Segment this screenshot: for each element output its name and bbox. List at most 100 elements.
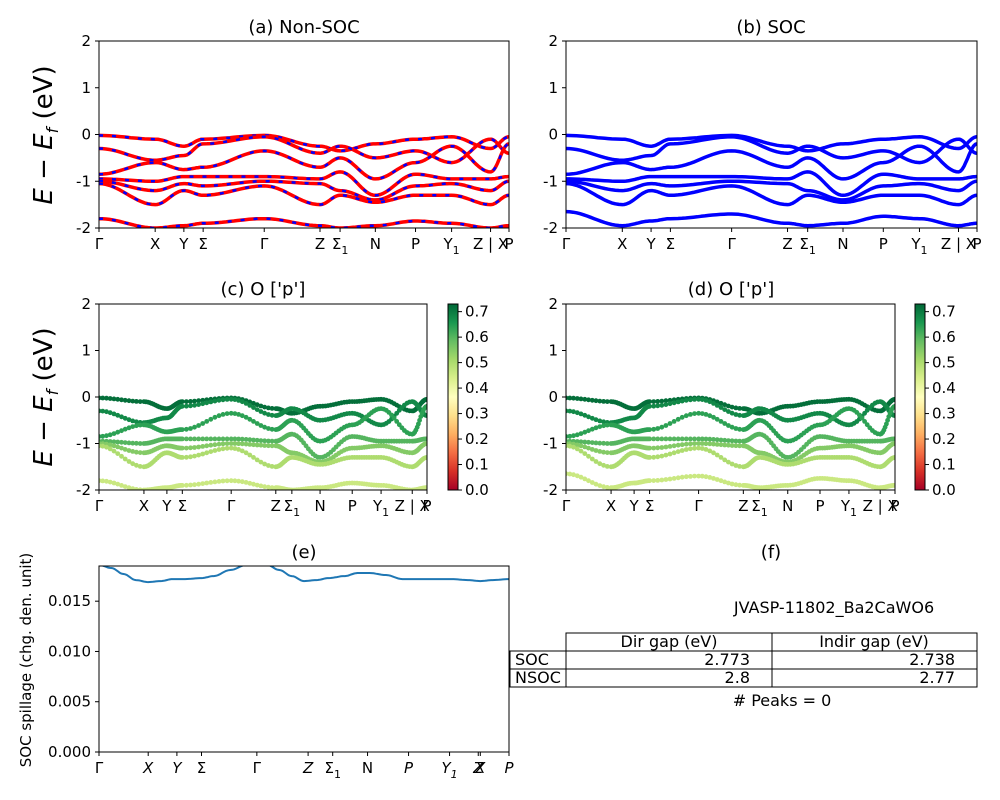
band-point [651,445,657,451]
band-point [703,441,709,447]
x-tick-label: P [504,235,513,253]
panel-d: (d) O ['p'] 210-1-2 Γ X Y Σ Γ Z Σ1 N P Y1 Z | XP 0… [543,279,956,519]
band-point [696,410,701,416]
band-point [424,396,427,402]
band-point [224,397,230,402]
band-point [714,416,720,422]
band-point [111,411,117,417]
band-point [574,439,580,444]
band-point [192,453,197,459]
x-tick-label: Z | X [941,235,976,253]
band-point [134,399,139,404]
band-point [232,441,238,446]
x-tick-label: Σ1 [332,235,348,257]
band-point [714,399,720,405]
panel-d-title: (d) O ['p'] [688,279,774,300]
band-point [655,445,661,451]
band-point [100,443,106,449]
colorbar-tick-label: 0.7 [932,303,956,321]
band-point [247,442,253,447]
band-point [107,410,113,416]
band-point [737,438,742,444]
band-point [179,455,185,460]
colorbar-tick-label: 0.5 [465,354,489,372]
band-point [737,464,742,469]
panel-c-yticks: 2 1 0 -1 -2 [76,295,99,499]
band-point [722,407,728,412]
band-point [258,403,264,409]
band-point [228,441,234,446]
band-point [130,486,136,490]
band-point [688,446,693,452]
band-point [699,441,705,446]
colorbar-tick-label: 0.4 [465,379,489,397]
band-point [111,448,117,454]
x-tick-label: P [972,235,981,253]
band-point [247,416,253,422]
band-point [224,436,230,442]
band-point [107,396,113,401]
x-tick-label: Σ [197,759,206,777]
band-point [582,412,588,418]
band-point [104,444,109,450]
band-point [578,474,584,480]
band-point [104,395,109,401]
y-tick-label: -2 [76,219,91,237]
band-point [659,477,665,483]
band-point [130,461,136,467]
band-point [126,417,132,423]
band-point [683,474,689,480]
band-point [188,426,193,431]
y-tick-label: -1 [76,172,91,190]
band-point [424,413,427,418]
band-point [196,481,202,487]
band-point [254,402,260,408]
spillage-line [99,566,509,584]
panel-d-xticks: Γ X Y Σ Γ Z Σ1 N P Y1 Z | XP [562,490,900,519]
panel-a-frame [98,40,510,229]
x-tick-label: P [879,235,888,253]
band-point [683,413,689,419]
band-point [258,409,264,414]
band-point [188,482,193,488]
band-point [714,442,720,447]
panel-c-xticks: Γ X Y Σ Γ Z Σ1 N P Y1 Z | XP [95,490,432,519]
colorbar-tick-label: 0.1 [465,456,489,474]
band-point [651,436,657,442]
band-point [696,473,701,479]
x-tick-label: P [411,235,420,253]
band-point [655,426,661,431]
band-point [589,447,595,452]
band-point [892,441,895,446]
nsoc-dir-gap: 2.8 [725,668,750,687]
band-point [236,398,242,403]
band-point [119,483,124,488]
band-point [104,409,109,415]
band-point [651,454,657,460]
band-point [667,401,673,407]
band-point [122,447,128,452]
band-point [258,442,264,448]
band-point [733,405,739,411]
band-point [254,421,260,426]
band-point [184,482,189,488]
band-point [243,437,249,442]
band-point [115,444,121,450]
x-tick-label: X [606,497,616,515]
band-point [707,448,713,454]
y-tick-label: 2 [81,295,91,313]
band-point [688,436,693,442]
band-point [220,436,226,442]
band-point [220,412,226,417]
band-point [726,438,731,443]
y-tick-label: 0 [81,388,91,406]
band-point [266,412,271,417]
x-tick-label: Γ [227,497,236,515]
band-point [228,436,234,442]
band-point [192,445,197,450]
x-tick-label: Σ [645,497,654,515]
band-point [228,445,234,451]
band-point [675,449,681,454]
band-point [228,478,234,484]
band-point [236,478,242,484]
